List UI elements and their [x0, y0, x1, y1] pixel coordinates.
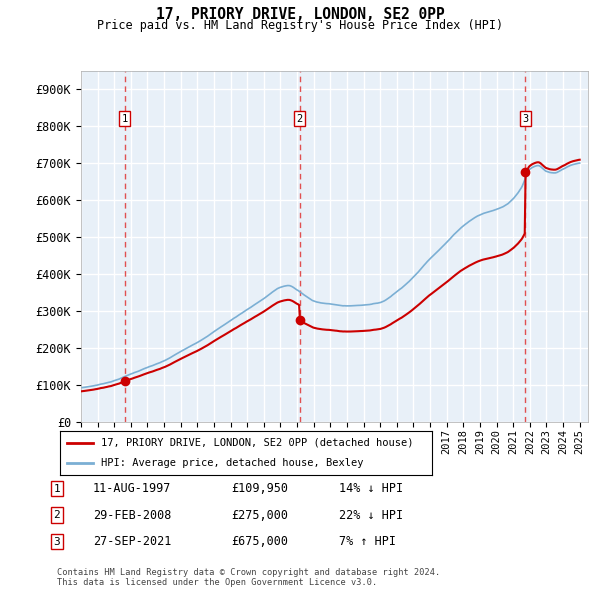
Text: £275,000: £275,000: [231, 509, 288, 522]
Text: 1: 1: [53, 484, 61, 493]
Text: Price paid vs. HM Land Registry's House Price Index (HPI): Price paid vs. HM Land Registry's House …: [97, 19, 503, 32]
Text: 2: 2: [296, 114, 303, 124]
Text: 22% ↓ HPI: 22% ↓ HPI: [339, 509, 403, 522]
Text: 27-SEP-2021: 27-SEP-2021: [93, 535, 172, 548]
Text: 7% ↑ HPI: 7% ↑ HPI: [339, 535, 396, 548]
Text: 17, PRIORY DRIVE, LONDON, SE2 0PP: 17, PRIORY DRIVE, LONDON, SE2 0PP: [155, 7, 445, 22]
Text: 11-AUG-1997: 11-AUG-1997: [93, 482, 172, 495]
Text: 29-FEB-2008: 29-FEB-2008: [93, 509, 172, 522]
Text: HPI: Average price, detached house, Bexley: HPI: Average price, detached house, Bexl…: [101, 458, 364, 468]
Text: 1: 1: [121, 114, 128, 124]
Text: 3: 3: [53, 537, 61, 546]
Text: 17, PRIORY DRIVE, LONDON, SE2 0PP (detached house): 17, PRIORY DRIVE, LONDON, SE2 0PP (detac…: [101, 438, 413, 448]
Text: 14% ↓ HPI: 14% ↓ HPI: [339, 482, 403, 495]
Text: £109,950: £109,950: [231, 482, 288, 495]
Text: 3: 3: [523, 114, 529, 124]
Text: Contains HM Land Registry data © Crown copyright and database right 2024.
This d: Contains HM Land Registry data © Crown c…: [57, 568, 440, 587]
Text: £675,000: £675,000: [231, 535, 288, 548]
Text: 2: 2: [53, 510, 61, 520]
